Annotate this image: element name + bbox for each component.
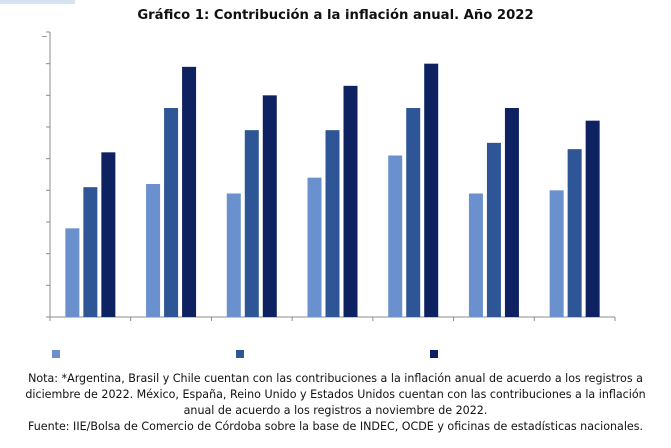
bar-series1-cat4 [307,177,322,317]
bar-chart: ~ [41,31,616,358]
legend-marker-series1 [52,350,60,358]
top-edge-line [0,0,75,4]
bar-series1-cat5 [388,155,403,317]
y-axis-top-label: ~ [41,32,48,41]
chart-title: Gráfico 1: Contribución a la inflación a… [137,8,534,23]
bar-series2-cat1 [83,187,98,317]
bar-series1-cat6 [468,193,483,317]
bar-series2-cat4 [325,130,340,317]
bar-series2-cat2 [164,108,179,317]
bar-series3-cat7 [585,120,600,318]
chart-bars [65,63,600,318]
bar-series1-cat3 [226,193,241,317]
bar-series3-cat6 [504,108,519,317]
bar-series3-cat5 [424,63,439,317]
bar-series2-cat5 [406,108,421,317]
legend-marker-series2 [236,350,244,358]
source-text: Fuente: IIE/Bolsa de Comercio de Córdoba… [27,420,644,433]
chart-notes: Nota: *Argentina, Brasil y Chile cuentan… [14,371,657,435]
bar-series2-cat3 [244,130,259,317]
bar-series3-cat3 [262,95,277,317]
bar-series3-cat4 [343,85,358,317]
legend-marker-series3 [430,350,438,358]
bar-series1-cat7 [549,190,564,317]
chart-legend [52,350,438,358]
note-text: Nota: *Argentina, Brasil y Chile cuentan… [25,372,646,417]
bar-series1-cat2 [146,184,161,317]
bar-series1-cat1 [65,228,80,317]
bar-series3-cat2 [182,66,197,317]
bar-series3-cat1 [101,152,116,317]
bar-series2-cat6 [486,142,501,317]
bar-series2-cat7 [567,149,582,317]
